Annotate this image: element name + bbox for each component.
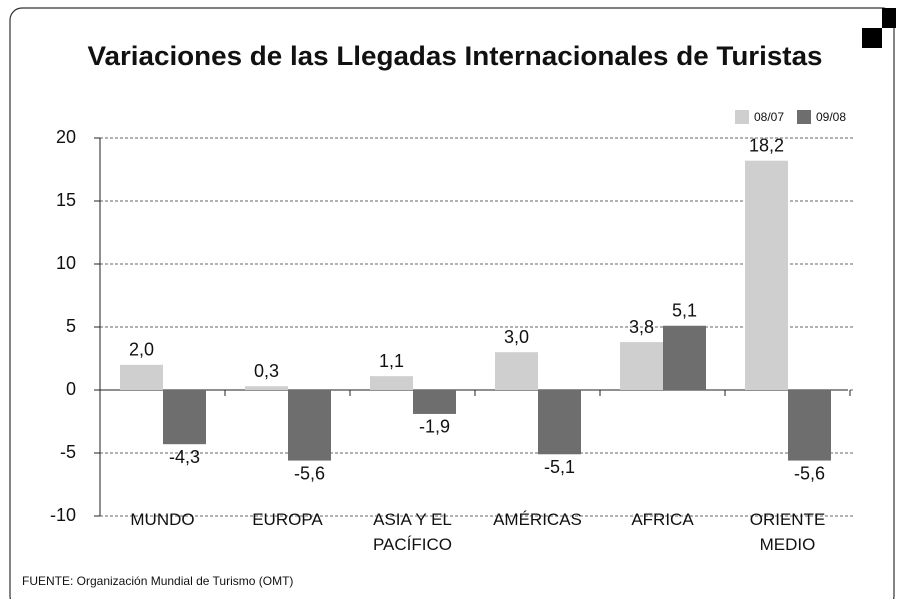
- data-label: -4,3: [169, 447, 200, 467]
- bar: [120, 364, 163, 390]
- legend-swatch: [735, 110, 749, 124]
- decor: [862, 28, 882, 48]
- bar: [288, 390, 331, 461]
- y-tick-label: 5: [66, 316, 76, 336]
- data-label: 18,2: [749, 135, 784, 155]
- x-tick-label: ASIA Y EL PACÍFICO: [372, 510, 453, 554]
- bar: [245, 386, 288, 390]
- y-tick-label: -5: [60, 442, 76, 462]
- x-tick-label: EUROPA: [252, 510, 323, 529]
- chart-title: Variaciones de las Llegadas Internaciona…: [88, 41, 823, 71]
- bar: [413, 390, 456, 414]
- bar: [495, 352, 538, 390]
- x-tick-label: AFRICA: [631, 510, 694, 529]
- data-label: -1,9: [419, 417, 450, 437]
- x-tick-label: MUNDO: [130, 510, 195, 529]
- data-label: 5,1: [672, 300, 697, 320]
- data-label: 3,8: [629, 317, 654, 337]
- frame: [9, 7, 895, 599]
- y-tick-label: 10: [56, 253, 76, 273]
- bar: [788, 390, 831, 461]
- data-label: -5,1: [544, 457, 575, 477]
- bar: [538, 390, 581, 455]
- legend-label: 08/07: [754, 110, 784, 124]
- x-tick-label: ORIENTE MEDIO: [749, 510, 826, 554]
- legend-swatch: [797, 110, 811, 124]
- data-label: -5,6: [794, 463, 825, 483]
- decor: [882, 8, 896, 28]
- bar: [663, 325, 706, 390]
- data-label: 3,0: [504, 327, 529, 347]
- y-tick-label: 20: [56, 127, 76, 147]
- x-tick-label: AMÉRICAS: [493, 510, 582, 529]
- y-tick-label: 15: [56, 190, 76, 210]
- bar: [163, 390, 206, 445]
- bar: [370, 376, 413, 390]
- data-label: 0,3: [254, 361, 279, 381]
- data-label: 1,1: [379, 351, 404, 371]
- data-label: 2,0: [129, 340, 154, 360]
- y-tick-label: 0: [66, 379, 76, 399]
- bar: [620, 342, 663, 390]
- legend-label: 09/08: [816, 110, 846, 124]
- data-label: -5,6: [294, 463, 325, 483]
- y-tick-label: -10: [50, 505, 76, 525]
- bar: [745, 160, 788, 390]
- source: FUENTE: Organización Mundial de Turismo …: [22, 574, 293, 588]
